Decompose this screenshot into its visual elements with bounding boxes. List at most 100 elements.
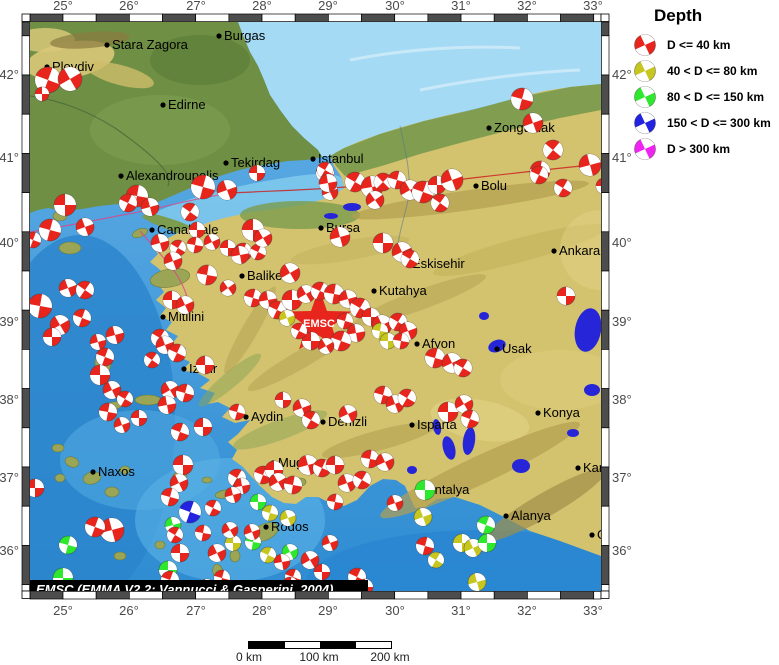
beachball-marker [42, 327, 62, 347]
beachball-marker [175, 383, 195, 403]
graticule-label: 41° [0, 150, 19, 165]
island [64, 456, 80, 468]
lake [488, 339, 506, 353]
city-marker: Rodos [263, 519, 309, 534]
frame-segment [21, 231, 30, 272]
frame-segment [527, 13, 561, 22]
beachball-marker [261, 504, 279, 522]
frame-segment [21, 466, 30, 507]
frame-corner [600, 590, 610, 599]
graticule-label: 38° [612, 392, 632, 407]
beachball-marker [116, 390, 134, 408]
beachball-marker [84, 516, 106, 538]
scale-segment [320, 642, 356, 648]
beachball-marker [228, 403, 246, 421]
beachball-marker [224, 486, 242, 504]
graticule-label: 39° [612, 314, 632, 329]
legend-entry-label: D <= 40 km [667, 38, 731, 52]
frame-segment [601, 584, 610, 592]
ridge [351, 180, 589, 220]
lake [442, 436, 456, 460]
frame-segment [328, 591, 362, 600]
lake [432, 419, 442, 435]
graticule-label: 40° [612, 235, 632, 250]
legend-entry: 80 < D <= 150 km [632, 84, 778, 110]
beachball-marker [178, 500, 202, 524]
frame-segment [21, 21, 30, 37]
frame-segment [228, 591, 263, 600]
frame-segment [195, 13, 230, 22]
scale-segment [249, 642, 285, 648]
beachball-marker [34, 86, 50, 102]
beachball-marker [170, 422, 190, 442]
city-marker: Mitilini [160, 309, 204, 324]
graticule-label: 40° [0, 235, 19, 250]
frame-segment [601, 35, 610, 76]
legend-entry-label: 150 < D <= 300 km [667, 116, 771, 130]
black-sea [238, 22, 601, 157]
beachball-marker [95, 347, 115, 367]
maritsa-river [30, 95, 170, 187]
valley [198, 353, 262, 407]
frame-segment [328, 13, 362, 22]
frame-segment [21, 309, 30, 350]
frame-segment [601, 74, 610, 115]
city-label: Alanya [511, 508, 552, 523]
lake [343, 203, 361, 211]
frame-segment [294, 13, 329, 22]
city-label: Kar [583, 460, 604, 475]
beachball-marker [194, 524, 212, 542]
lake [512, 459, 530, 473]
frame-segment [228, 13, 263, 22]
beachball-marker [529, 165, 549, 185]
city-label: Afyon [422, 336, 455, 351]
beachball-marker [595, 178, 601, 194]
ridge [321, 421, 439, 459]
depth-beachball-icon [634, 112, 656, 134]
depth-legend: Depth D <= 40 km 40 < D <= 80 km 80 < D <=… [632, 4, 778, 162]
beachball-marker [400, 249, 420, 269]
beachball-marker [415, 536, 435, 556]
beachball-marker [274, 391, 292, 409]
graticule-label: 37° [612, 470, 632, 485]
beachball-marker [30, 293, 53, 319]
scale-segment [284, 642, 320, 648]
beachball-marker [301, 410, 321, 430]
city-label: Istanbul [318, 151, 364, 166]
taurus-ridge [484, 468, 601, 542]
beachball-marker [195, 355, 215, 375]
legend-entry-label: 80 < D <= 150 km [667, 90, 765, 104]
depth-beachball-icon [634, 60, 656, 82]
beachball-marker [160, 380, 180, 400]
frame-segment [95, 13, 130, 22]
frame-segment [460, 591, 495, 600]
beachball-marker [427, 551, 445, 569]
scale-bar: 0 km 100 km 200 km [236, 641, 410, 665]
graticule-label: 42° [0, 67, 19, 82]
graticule-label: 25° [53, 603, 73, 618]
beachball-marker [248, 164, 266, 182]
frame-segment [601, 388, 610, 429]
beachball-marker [89, 364, 111, 386]
city-label: Eskisehir [412, 256, 465, 271]
city-label: Kutahya [379, 283, 427, 298]
frame-segment [601, 153, 610, 193]
city-marker: G [589, 527, 601, 542]
beachball-marker [392, 332, 410, 350]
city-marker: Bolu [473, 178, 507, 193]
frame-segment [21, 153, 30, 193]
frame-segment [601, 545, 610, 585]
depth-beachball-icon [634, 60, 656, 82]
beachball-marker [414, 479, 436, 501]
frame-corner [21, 590, 31, 599]
beachball-marker [460, 409, 480, 429]
beachball-marker [221, 521, 239, 539]
frame-segment [427, 591, 462, 600]
lake [407, 466, 417, 474]
frame-segment [128, 13, 163, 22]
thrace-plain [90, 95, 230, 165]
graticule-label: 30° [385, 603, 405, 618]
graticule-label: 41° [612, 150, 632, 165]
graticule-label: 27° [186, 0, 206, 13]
